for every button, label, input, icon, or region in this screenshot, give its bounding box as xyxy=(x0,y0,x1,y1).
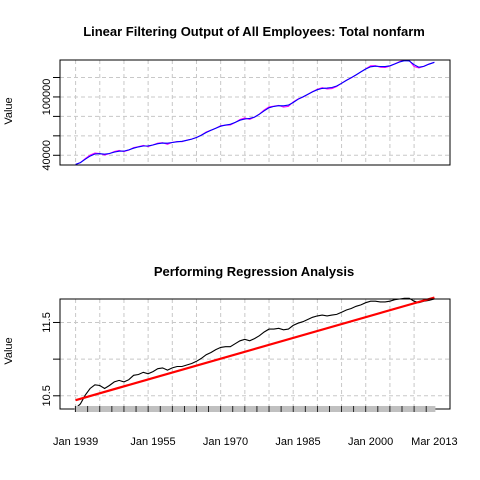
series-line-2 xyxy=(76,61,435,165)
y-axis-label-2: Value xyxy=(3,337,15,364)
chart-title-2: Performing Regression Analysis xyxy=(154,264,354,279)
y-tick-label: 40000 xyxy=(41,140,53,171)
filtering-plot-panel: 40000 100000 xyxy=(41,60,450,171)
x-tick-label: Jan 1985 xyxy=(275,436,320,448)
regression-plot-panel: 10.5 11.5 Jan 1939 Jan 1955 Jan 1970 Jan 1985… xyxy=(41,298,458,449)
x-tick-label: Jan 1939 xyxy=(53,436,98,448)
x-tick-label: Jan 2000 xyxy=(348,436,393,448)
y-tick-label: 100000 xyxy=(41,79,53,116)
y-tick-label: 10.5 xyxy=(41,385,53,406)
x-tick-label: Mar 2013 xyxy=(411,436,457,448)
series-line-1 xyxy=(76,298,435,408)
y-tick-label: 11.5 xyxy=(41,312,53,333)
time-index-strip xyxy=(75,406,436,412)
plot-frame xyxy=(60,299,450,409)
series-line-1 xyxy=(76,60,435,164)
plot-frame xyxy=(60,60,450,165)
x-tick-label: Jan 1970 xyxy=(203,436,248,448)
chart-title-1: Linear Filtering Output of All Employees… xyxy=(83,24,425,39)
x-tick-label: Jan 1955 xyxy=(130,436,175,448)
y-axis-label-1: Value xyxy=(3,97,15,124)
series-line-2 xyxy=(76,298,435,401)
